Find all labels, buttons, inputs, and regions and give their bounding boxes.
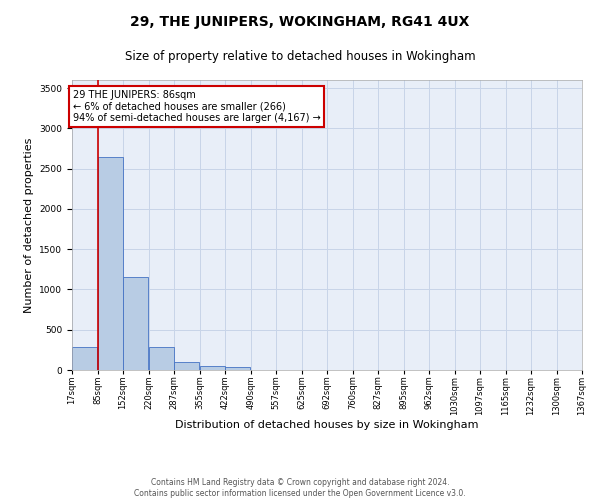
Bar <box>98 156 123 370</box>
Bar <box>200 366 225 370</box>
Bar <box>123 278 148 370</box>
Text: Contains HM Land Registry data © Crown copyright and database right 2024.
Contai: Contains HM Land Registry data © Crown c… <box>134 478 466 498</box>
Bar <box>174 362 199 370</box>
Bar <box>149 346 174 370</box>
Bar <box>72 348 97 370</box>
Y-axis label: Number of detached properties: Number of detached properties <box>24 138 34 312</box>
Text: Size of property relative to detached houses in Wokingham: Size of property relative to detached ho… <box>125 50 475 63</box>
Text: 29, THE JUNIPERS, WOKINGHAM, RG41 4UX: 29, THE JUNIPERS, WOKINGHAM, RG41 4UX <box>130 15 470 29</box>
Text: 29 THE JUNIPERS: 86sqm
← 6% of detached houses are smaller (266)
94% of semi-det: 29 THE JUNIPERS: 86sqm ← 6% of detached … <box>73 90 320 123</box>
Bar <box>225 367 250 370</box>
X-axis label: Distribution of detached houses by size in Wokingham: Distribution of detached houses by size … <box>175 420 479 430</box>
